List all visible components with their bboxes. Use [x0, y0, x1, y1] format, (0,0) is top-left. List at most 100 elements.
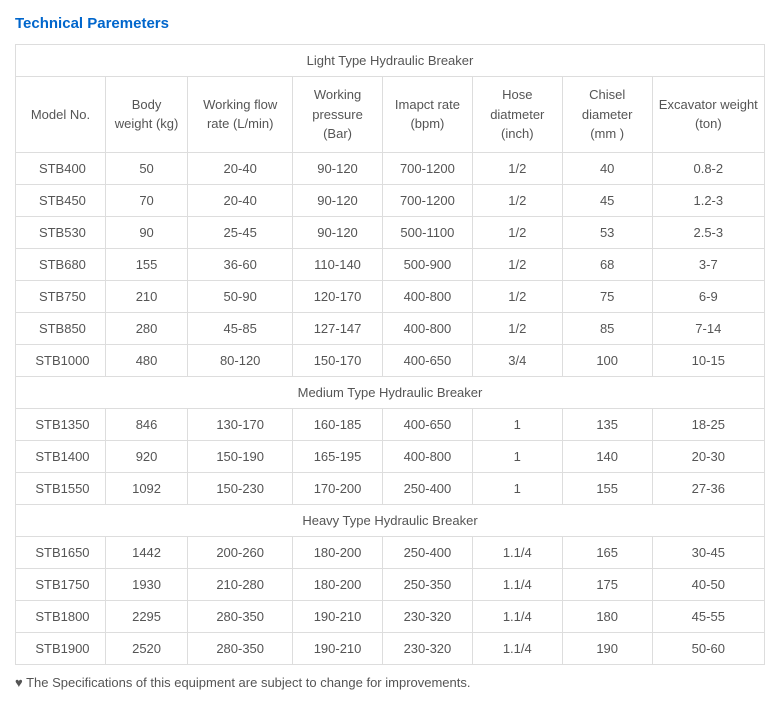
table-row: STB19002520280-350190-210230-3201.1/4190… [16, 632, 765, 664]
table-row: STB68015536-60110-140500-9001/2683-7 [16, 248, 765, 280]
data-cell: 90-120 [293, 216, 383, 248]
model-cell: STB1400 [16, 440, 106, 472]
data-cell: 1/2 [472, 280, 562, 312]
data-cell: 10-15 [652, 344, 764, 376]
column-header: Working pressure (Bar) [293, 77, 383, 153]
data-cell: 1.2-3 [652, 184, 764, 216]
data-cell: 100 [562, 344, 652, 376]
table-row: STB18002295280-350190-210230-3201.1/4180… [16, 600, 765, 632]
model-cell: STB450 [16, 184, 106, 216]
data-cell: 500-1100 [382, 216, 472, 248]
column-header: Model No. [16, 77, 106, 153]
data-cell: 280-350 [188, 600, 293, 632]
data-cell: 3-7 [652, 248, 764, 280]
data-cell: 1.1/4 [472, 536, 562, 568]
data-cell: 700-1200 [382, 152, 472, 184]
data-cell: 18-25 [652, 408, 764, 440]
data-cell: 68 [562, 248, 652, 280]
data-cell: 2295 [105, 600, 187, 632]
data-cell: 127-147 [293, 312, 383, 344]
data-cell: 90-120 [293, 152, 383, 184]
data-cell: 160-185 [293, 408, 383, 440]
data-cell: 1 [472, 440, 562, 472]
model-cell: STB1800 [16, 600, 106, 632]
data-cell: 480 [105, 344, 187, 376]
data-cell: 1.1/4 [472, 632, 562, 664]
group-header-cell: Medium Type Hydraulic Breaker [16, 376, 765, 408]
data-cell: 25-45 [188, 216, 293, 248]
data-cell: 20-40 [188, 184, 293, 216]
model-cell: STB850 [16, 312, 106, 344]
data-cell: 27-36 [652, 472, 764, 504]
data-cell: 190-210 [293, 632, 383, 664]
data-cell: 70 [105, 184, 187, 216]
model-cell: STB400 [16, 152, 106, 184]
data-cell: 920 [105, 440, 187, 472]
data-cell: 20-30 [652, 440, 764, 472]
data-cell: 250-400 [382, 536, 472, 568]
data-cell: 210-280 [188, 568, 293, 600]
data-cell: 130-170 [188, 408, 293, 440]
spec-table: Light Type Hydraulic BreakerModel No.Bod… [15, 44, 765, 665]
data-cell: 180-200 [293, 568, 383, 600]
data-cell: 400-650 [382, 344, 472, 376]
data-cell: 3/4 [472, 344, 562, 376]
model-cell: STB1650 [16, 536, 106, 568]
table-row: STB17501930210-280180-200250-3501.1/4175… [16, 568, 765, 600]
data-cell: 200-260 [188, 536, 293, 568]
data-cell: 2.5-3 [652, 216, 764, 248]
data-cell: 1442 [105, 536, 187, 568]
data-cell: 1/2 [472, 216, 562, 248]
table-row: STB4507020-4090-120700-12001/2451.2-3 [16, 184, 765, 216]
table-row: STB75021050-90120-170400-8001/2756-9 [16, 280, 765, 312]
section-title: Technical Paremeters [15, 15, 765, 32]
data-cell: 175 [562, 568, 652, 600]
data-cell: 280-350 [188, 632, 293, 664]
table-row: STB1400920150-190165-195400-800114020-30 [16, 440, 765, 472]
data-cell: 1930 [105, 568, 187, 600]
group-header-2: Heavy Type Hydraulic Breaker [16, 504, 765, 536]
column-header-row: Model No.Body weight (kg)Working flow ra… [16, 77, 765, 153]
data-cell: 45 [562, 184, 652, 216]
table-row: STB1350846130-170160-185400-650113518-25 [16, 408, 765, 440]
data-cell: 50-60 [652, 632, 764, 664]
data-cell: 1/2 [472, 312, 562, 344]
table-row: STB5309025-4590-120500-11001/2532.5-3 [16, 216, 765, 248]
data-cell: 700-1200 [382, 184, 472, 216]
data-cell: 1/2 [472, 184, 562, 216]
data-cell: 1/2 [472, 248, 562, 280]
data-cell: 400-800 [382, 440, 472, 472]
model-cell: STB530 [16, 216, 106, 248]
data-cell: 150-190 [188, 440, 293, 472]
model-cell: STB1350 [16, 408, 106, 440]
data-cell: 0.8-2 [652, 152, 764, 184]
data-cell: 1/2 [472, 152, 562, 184]
column-header: Hose diatmeter (inch) [472, 77, 562, 153]
table-row: STB16501442200-260180-200250-4001.1/4165… [16, 536, 765, 568]
table-row: STB4005020-4090-120700-12001/2400.8-2 [16, 152, 765, 184]
model-cell: STB1550 [16, 472, 106, 504]
data-cell: 250-400 [382, 472, 472, 504]
data-cell: 400-800 [382, 280, 472, 312]
data-cell: 6-9 [652, 280, 764, 312]
data-cell: 280 [105, 312, 187, 344]
model-cell: STB1000 [16, 344, 106, 376]
data-cell: 85 [562, 312, 652, 344]
data-cell: 1.1/4 [472, 600, 562, 632]
table-row: STB100048080-120150-170400-6503/410010-1… [16, 344, 765, 376]
group-header-0: Light Type Hydraulic Breaker [16, 45, 765, 77]
data-cell: 45-55 [652, 600, 764, 632]
data-cell: 190-210 [293, 600, 383, 632]
data-cell: 1 [472, 472, 562, 504]
data-cell: 190 [562, 632, 652, 664]
data-cell: 230-320 [382, 632, 472, 664]
data-cell: 53 [562, 216, 652, 248]
column-header: Excavator weight (ton) [652, 77, 764, 153]
data-cell: 120-170 [293, 280, 383, 312]
model-cell: STB1900 [16, 632, 106, 664]
data-cell: 110-140 [293, 248, 383, 280]
group-header-1: Medium Type Hydraulic Breaker [16, 376, 765, 408]
data-cell: 20-40 [188, 152, 293, 184]
data-cell: 90 [105, 216, 187, 248]
data-cell: 155 [562, 472, 652, 504]
